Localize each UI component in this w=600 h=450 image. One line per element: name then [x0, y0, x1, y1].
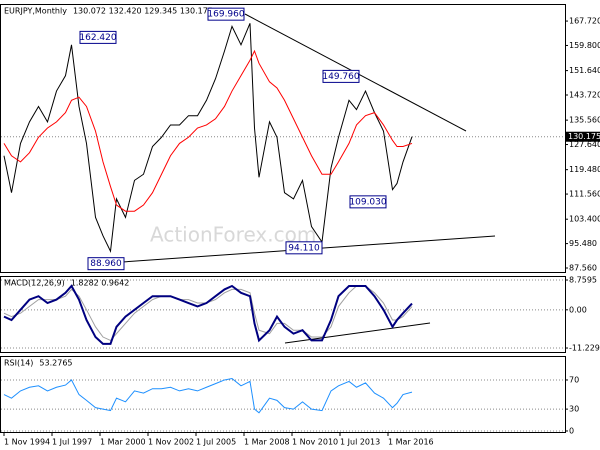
panel-readout: 53.2765	[39, 359, 72, 368]
series-line	[3, 285, 413, 342]
price-label: 88.960	[90, 259, 122, 269]
y-tick-label: 8.7595	[569, 276, 597, 285]
x-tick-label: 1 Jul 1997	[52, 438, 92, 447]
rsi-panel	[0, 356, 566, 433]
panel-title: RSI(14)	[4, 359, 33, 368]
price-label-box	[322, 69, 360, 83]
last-price-label: 130.175	[568, 132, 600, 141]
x-tick-label: 1 Jul 2013	[340, 438, 380, 447]
price-panel	[0, 4, 566, 273]
last-price-box	[566, 131, 600, 142]
y-tick-label: 0	[569, 426, 574, 435]
series-line	[3, 23, 413, 253]
y-tick-label: 167.720	[569, 17, 600, 26]
y-tick-label: 0.00	[569, 305, 587, 314]
panel-readout: 130.072 132.420 129.345 130.175	[73, 7, 213, 16]
y-tick-label: 135.560	[569, 116, 600, 125]
y-tick-label: 87.560	[569, 263, 597, 272]
price-label-box	[349, 195, 387, 209]
x-tick-label: 1 Nov 2002	[148, 438, 194, 447]
panel-title: MACD(12,26,9)	[4, 279, 65, 288]
x-tick-label: 1 Mar 2008	[244, 438, 290, 447]
x-tick-label: 1 Jul 2005	[196, 438, 236, 447]
y-tick-label: -11.2299	[569, 344, 600, 353]
y-tick-label: 70	[569, 375, 579, 384]
series-line	[3, 284, 413, 345]
y-tick-label: 30	[569, 405, 579, 414]
panel-readout: 1.8282 0.9642	[71, 279, 130, 288]
price-label: 94.110	[288, 243, 320, 253]
price-label: 162.420	[79, 33, 116, 43]
x-tick-label: 1 Mar 2000	[100, 438, 146, 447]
x-tick-label: 1 Mar 2016	[388, 438, 434, 447]
y-tick-label: 143.720	[569, 90, 600, 99]
macd-panel	[0, 276, 566, 353]
price-label-box	[87, 257, 125, 271]
price-label-box	[207, 7, 245, 21]
panel-title: EURJPY,Monthly	[4, 7, 67, 16]
price-label-box	[285, 241, 323, 255]
y-tick-label: 103.400	[569, 215, 600, 224]
trend-line	[284, 322, 431, 344]
series-line	[3, 377, 413, 414]
y-tick-label: 111.560	[569, 190, 600, 199]
price-label: 149.760	[322, 72, 359, 82]
y-tick-label: 95.480	[569, 239, 597, 248]
y-tick-label: 159.800	[569, 41, 600, 50]
price-label: 109.030	[349, 197, 386, 207]
series-line	[3, 49, 413, 212]
y-tick-label: 151.640	[569, 66, 600, 75]
y-tick-label: 127.640	[569, 140, 600, 149]
price-label: 169.960	[207, 10, 244, 20]
x-tick-label: 1 Nov 1994	[4, 438, 50, 447]
price-label-box	[79, 30, 117, 44]
x-tick-label: 1 Nov 2010	[292, 438, 338, 447]
y-tick-label: 119.480	[569, 165, 600, 174]
